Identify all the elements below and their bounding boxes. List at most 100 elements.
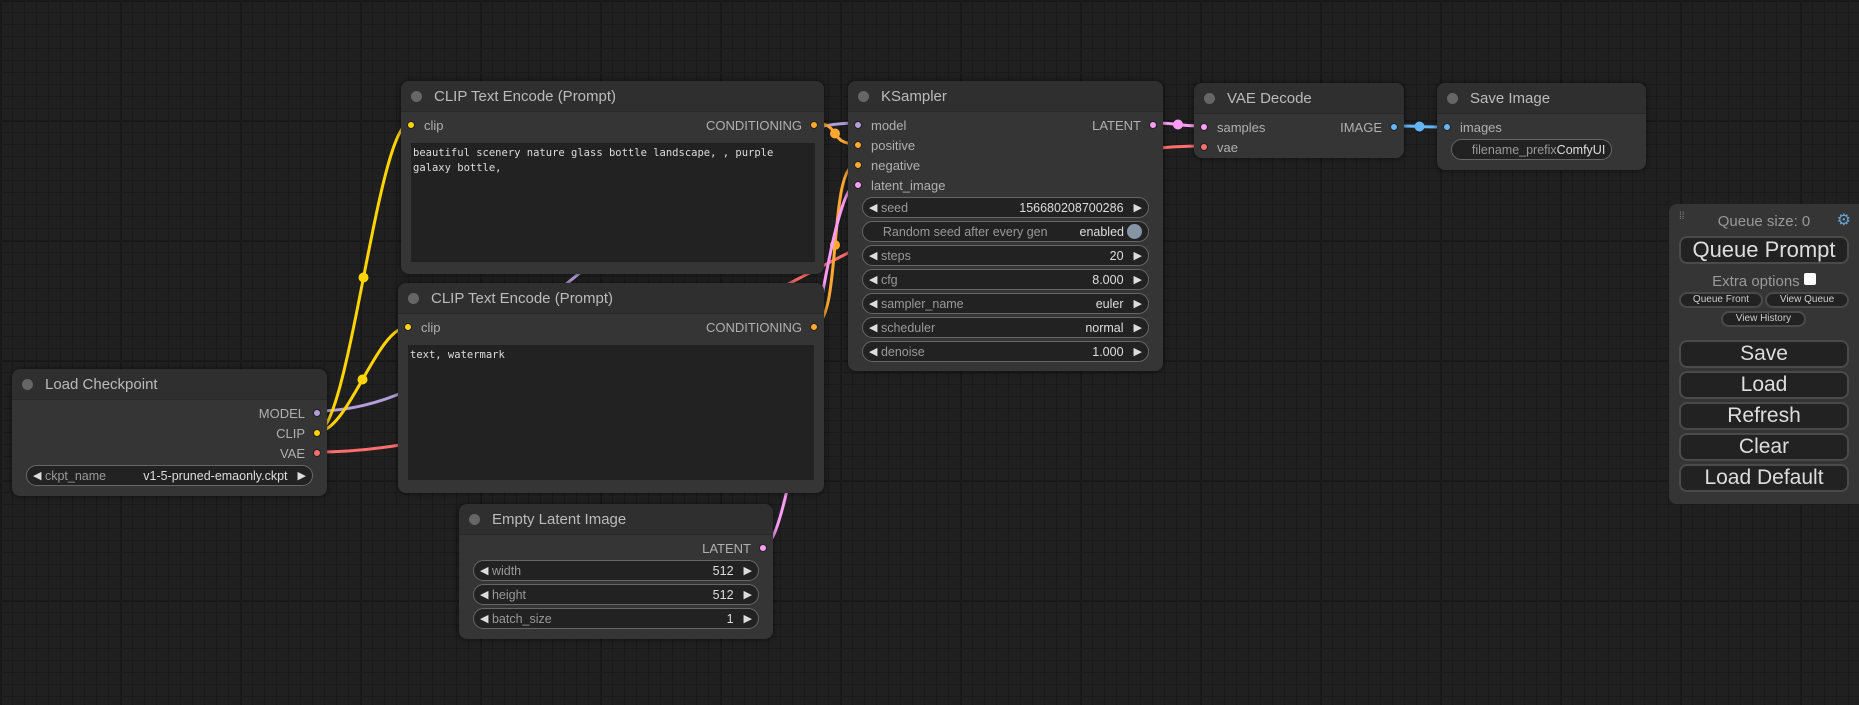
decrement-arrow-icon[interactable]: ◀ xyxy=(869,322,878,334)
slot-dot-icon[interactable] xyxy=(759,544,767,552)
increment-arrow-icon[interactable]: ▶ xyxy=(1133,250,1142,262)
increment-arrow-icon[interactable]: ▶ xyxy=(297,470,306,482)
widget-ckpt_name[interactable]: ◀ ckpt_name v1-5-pruned-emaonly.ckpt ▶ xyxy=(26,465,313,486)
slot-dot-icon[interactable] xyxy=(404,323,412,331)
view-queue-button[interactable]: View Queue xyxy=(1765,292,1849,308)
output-slot-CLIP[interactable]: CLIP xyxy=(276,423,321,443)
widget-seed[interactable]: ◀ seed 156680208700286 ▶ xyxy=(862,197,1149,218)
wire-midpoint-dot[interactable] xyxy=(830,128,840,139)
load-default-button[interactable]: Load Default xyxy=(1679,464,1849,492)
widget-filename_prefix[interactable]: filename_prefix ComfyUI xyxy=(1451,139,1612,160)
slot-dot-icon[interactable] xyxy=(407,121,415,129)
output-slot-CONDITIONING[interactable]: CONDITIONING xyxy=(706,115,818,135)
increment-arrow-icon[interactable]: ▶ xyxy=(1133,202,1142,214)
node-ckpt[interactable]: Load Checkpoint MODEL CLIP VAE ◀ ckpt_name v1… xyxy=(12,369,327,496)
node-title-bar[interactable]: Save Image xyxy=(1437,83,1646,114)
collapse-dot-icon[interactable] xyxy=(1204,92,1215,104)
increment-arrow-icon[interactable]: ▶ xyxy=(1133,346,1142,358)
clear-button[interactable]: Clear xyxy=(1679,433,1849,461)
collapse-dot-icon[interactable] xyxy=(858,90,869,102)
wire-midpoint-dot[interactable] xyxy=(1414,121,1425,132)
prompt-textarea[interactable]: beautiful scenery nature glass bottle la… xyxy=(411,143,815,262)
queue-prompt-button[interactable]: Queue Prompt xyxy=(1679,236,1849,264)
slot-dot-icon[interactable] xyxy=(854,121,862,129)
collapse-dot-icon[interactable] xyxy=(411,90,422,102)
extra-options-checkbox[interactable] xyxy=(1803,273,1816,285)
decrement-arrow-icon[interactable]: ◀ xyxy=(480,613,489,625)
decrement-arrow-icon[interactable]: ◀ xyxy=(480,565,489,577)
input-slot-negative[interactable]: negative xyxy=(854,155,920,175)
collapse-dot-icon[interactable] xyxy=(408,292,419,304)
load-button[interactable]: Load xyxy=(1679,371,1849,399)
node-latent[interactable]: Empty Latent Image LATENT ◀ width 512 ▶ ◀ hei… xyxy=(459,504,773,639)
slot-dot-icon[interactable] xyxy=(1200,123,1208,131)
node-title-bar[interactable]: KSampler xyxy=(848,81,1163,112)
slot-dot-icon[interactable] xyxy=(1200,143,1208,151)
wire-midpoint-dot[interactable] xyxy=(357,374,368,385)
increment-arrow-icon[interactable]: ▶ xyxy=(743,589,752,601)
node-title-bar[interactable]: CLIP Text Encode (Prompt) xyxy=(401,81,824,112)
output-slot-IMAGE[interactable]: IMAGE xyxy=(1340,117,1398,137)
decrement-arrow-icon[interactable]: ◀ xyxy=(869,274,878,286)
collapse-dot-icon[interactable] xyxy=(22,378,33,390)
slot-dot-icon[interactable] xyxy=(313,409,321,417)
slot-dot-icon[interactable] xyxy=(1149,121,1157,129)
node-title-bar[interactable]: Load Checkpoint xyxy=(12,369,327,400)
slot-dot-icon[interactable] xyxy=(854,181,862,189)
widget-sampler_name[interactable]: ◀ sampler_name euler ▶ xyxy=(862,293,1149,314)
decrement-arrow-icon[interactable]: ◀ xyxy=(33,470,42,482)
increment-arrow-icon[interactable]: ▶ xyxy=(1133,274,1142,286)
drag-handle-icon[interactable]: ⁞⁞ xyxy=(1679,211,1685,222)
decrement-arrow-icon[interactable]: ◀ xyxy=(869,202,878,214)
decrement-arrow-icon[interactable]: ◀ xyxy=(869,250,878,262)
node-clip1[interactable]: CLIP Text Encode (Prompt) clip CONDITIONIN… xyxy=(401,81,824,274)
widget-denoise[interactable]: ◀ denoise 1.000 ▶ xyxy=(862,341,1149,362)
prompt-textarea[interactable]: text, watermark xyxy=(408,345,814,480)
decrement-arrow-icon[interactable]: ◀ xyxy=(480,589,489,601)
widget-cfg[interactable]: ◀ cfg 8.000 ▶ xyxy=(862,269,1149,290)
input-slot-samples[interactable]: samples xyxy=(1200,117,1265,137)
collapse-dot-icon[interactable] xyxy=(1447,92,1458,104)
input-slot-vae[interactable]: vae xyxy=(1200,137,1238,157)
widget-batch_size[interactable]: ◀ batch_size 1 ▶ xyxy=(473,608,759,629)
settings-gear-icon[interactable]: ⚙ xyxy=(1836,212,1851,229)
widget-height[interactable]: ◀ height 512 ▶ xyxy=(473,584,759,605)
slot-dot-icon[interactable] xyxy=(854,141,862,149)
view-history-button[interactable]: View History xyxy=(1721,311,1806,327)
decrement-arrow-icon[interactable]: ◀ xyxy=(869,298,878,310)
slot-dot-icon[interactable] xyxy=(1443,123,1451,131)
output-slot-MODEL[interactable]: MODEL xyxy=(259,403,321,423)
slot-dot-icon[interactable] xyxy=(313,429,321,437)
slot-dot-icon[interactable] xyxy=(810,323,818,331)
node-title-bar[interactable]: Empty Latent Image xyxy=(459,504,773,535)
output-slot-VAE[interactable]: VAE xyxy=(280,443,321,463)
collapse-dot-icon[interactable] xyxy=(469,513,480,525)
output-slot-CONDITIONING[interactable]: CONDITIONING xyxy=(706,317,818,337)
toggle-icon[interactable] xyxy=(1127,224,1142,239)
wire-midpoint-dot[interactable] xyxy=(1173,119,1183,130)
increment-arrow-icon[interactable]: ▶ xyxy=(743,613,752,625)
decrement-arrow-icon[interactable]: ◀ xyxy=(869,346,878,358)
slot-dot-icon[interactable] xyxy=(810,121,818,129)
widget-width[interactable]: ◀ width 512 ▶ xyxy=(473,560,759,581)
slot-dot-icon[interactable] xyxy=(1390,123,1398,131)
node-vae[interactable]: VAE Decode samples vae IMAGE xyxy=(1194,83,1404,158)
save-button[interactable]: Save xyxy=(1679,340,1849,368)
node-title-bar[interactable]: CLIP Text Encode (Prompt) xyxy=(398,283,824,314)
output-slot-LATENT[interactable]: LATENT xyxy=(702,538,767,558)
widget-steps[interactable]: ◀ steps 20 ▶ xyxy=(862,245,1149,266)
node-save[interactable]: Save Image images filename_prefix ComfyUI xyxy=(1437,83,1646,170)
refresh-button[interactable]: Refresh xyxy=(1679,402,1849,430)
queue-front-button[interactable]: Queue Front xyxy=(1679,292,1763,308)
wire-midpoint-dot[interactable] xyxy=(358,272,369,283)
increment-arrow-icon[interactable]: ▶ xyxy=(1133,298,1142,310)
widget-random-seed-after-every-gen[interactable]: Random seed after every gen enabled xyxy=(862,221,1149,242)
node-clip2[interactable]: CLIP Text Encode (Prompt) clip CONDITIONIN… xyxy=(398,283,824,493)
input-slot-clip[interactable]: clip xyxy=(404,317,441,337)
input-slot-model[interactable]: model xyxy=(854,115,906,135)
node-ksampler[interactable]: KSampler model positive negative latent_imag… xyxy=(848,81,1163,371)
input-slot-latent_image[interactable]: latent_image xyxy=(854,175,945,195)
input-slot-images[interactable]: images xyxy=(1443,117,1502,137)
node-title-bar[interactable]: VAE Decode xyxy=(1194,83,1404,114)
input-slot-positive[interactable]: positive xyxy=(854,135,915,155)
